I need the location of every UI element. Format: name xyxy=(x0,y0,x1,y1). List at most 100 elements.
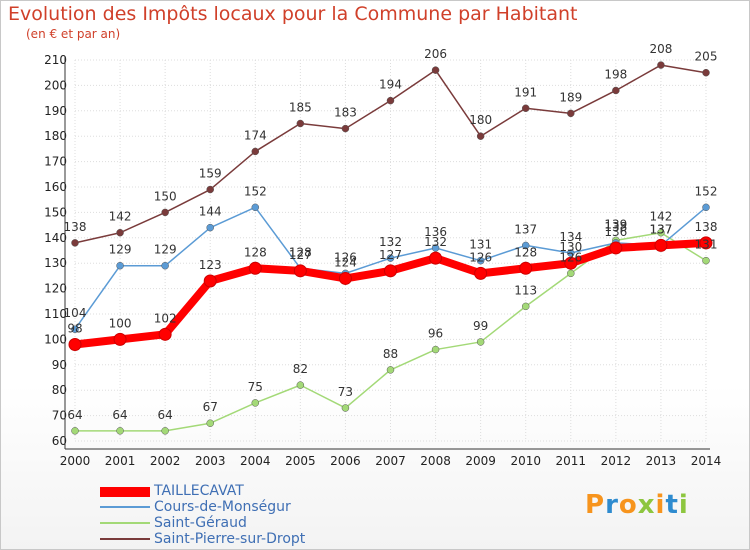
x-tick-label: 2011 xyxy=(556,454,587,468)
logo-letter: r xyxy=(605,490,619,520)
chart-subtitle: (en € et par an) xyxy=(26,27,121,41)
x-tick-label: 2001 xyxy=(105,454,136,468)
legend-swatch xyxy=(100,538,150,540)
data-label: 144 xyxy=(199,205,222,219)
data-point xyxy=(161,427,169,435)
logo-letter: i xyxy=(678,490,689,520)
data-point xyxy=(386,366,395,374)
x-tick-label: 2014 xyxy=(691,454,722,468)
data-label: 138 xyxy=(604,220,627,234)
data-label: 194 xyxy=(379,78,402,92)
y-tick-label: 80 xyxy=(52,383,67,397)
data-label: 131 xyxy=(469,238,492,252)
data-point xyxy=(702,256,710,265)
data-label: 205 xyxy=(695,50,718,64)
x-tick-label: 2012 xyxy=(601,454,632,468)
data-label: 183 xyxy=(334,106,357,120)
y-tick-label: 100 xyxy=(44,332,67,346)
data-point xyxy=(567,269,575,278)
y-tick-label: 110 xyxy=(44,307,67,321)
data-point xyxy=(251,399,260,407)
data-point xyxy=(567,249,575,257)
data-point xyxy=(521,302,530,311)
data-point xyxy=(68,337,82,351)
data-label: 104 xyxy=(64,306,87,320)
x-tick-label: 2002 xyxy=(150,454,181,468)
data-label: 152 xyxy=(695,184,718,198)
data-point xyxy=(476,338,485,346)
data-label: 129 xyxy=(109,243,132,257)
data-label: 132 xyxy=(424,235,447,249)
y-tick-label: 210 xyxy=(44,53,67,67)
data-label: 132 xyxy=(379,235,402,249)
data-point xyxy=(431,345,440,354)
data-label: 198 xyxy=(604,67,627,81)
axes: 60 70 80 90 100 110 120 130 140 150 160 170 180 190 20… xyxy=(44,53,721,468)
y-tick-label: 150 xyxy=(44,205,67,219)
data-label: 98 xyxy=(67,321,82,335)
x-tick-label: 2008 xyxy=(420,454,451,468)
x-tick-label: 2005 xyxy=(285,454,316,468)
data-point xyxy=(609,241,623,255)
data-label: 136 xyxy=(424,225,447,239)
legend-swatch xyxy=(100,487,150,497)
data-label: 124 xyxy=(334,255,357,269)
data-point xyxy=(519,261,533,275)
data-point xyxy=(567,109,575,118)
data-label: 100 xyxy=(109,316,132,330)
data-label: 131 xyxy=(695,238,718,252)
y-tick-label: 130 xyxy=(44,256,67,270)
y-tick-label: 70 xyxy=(52,409,67,423)
data-point xyxy=(161,261,169,270)
x-tick-label: 2013 xyxy=(646,454,677,468)
legend-swatch xyxy=(100,522,150,524)
data-label: 127 xyxy=(289,248,312,262)
data-label: 138 xyxy=(695,220,718,234)
data-point xyxy=(203,274,217,288)
data-label: 127 xyxy=(379,248,402,262)
data-label: 64 xyxy=(112,408,127,422)
data-point xyxy=(206,419,214,427)
data-label: 64 xyxy=(158,408,173,422)
data-label: 174 xyxy=(244,128,267,142)
data-point xyxy=(521,241,530,250)
data-label: 185 xyxy=(289,101,312,115)
data-point xyxy=(116,261,124,270)
data-label: 130 xyxy=(559,240,582,254)
x-tick-label: 2006 xyxy=(330,454,361,468)
data-point xyxy=(293,264,307,278)
data-point xyxy=(654,238,668,252)
data-point xyxy=(116,427,124,435)
data-point xyxy=(251,147,260,156)
y-tick-label: 120 xyxy=(44,282,67,296)
data-point xyxy=(429,251,443,265)
data-label: 139 xyxy=(604,217,627,231)
logo-letter: P xyxy=(585,490,606,520)
data-label: 128 xyxy=(244,245,267,259)
y-tick-label: 140 xyxy=(44,231,67,245)
data-label: 208 xyxy=(649,42,672,56)
data-point xyxy=(657,61,665,69)
data-point xyxy=(251,203,260,212)
y-tick-label: 160 xyxy=(44,180,67,194)
x-tick-label: 2003 xyxy=(195,454,226,468)
data-point xyxy=(341,124,350,133)
x-tick-label: 2004 xyxy=(240,454,271,468)
data-label: 126 xyxy=(559,250,582,264)
proxiti-logo: Proxiti xyxy=(585,490,689,520)
data-point xyxy=(384,264,397,278)
data-point xyxy=(702,68,710,77)
data-label: 191 xyxy=(514,85,537,99)
data-point xyxy=(296,119,305,128)
data-label: 75 xyxy=(248,380,263,394)
data-point xyxy=(612,86,620,95)
legend-label: Cours-de-Monségur xyxy=(154,499,291,515)
data-point xyxy=(431,66,440,74)
data-point xyxy=(386,254,395,262)
data-label: 88 xyxy=(383,347,398,361)
data-labels: 138 142 150 159 174 185 183 194 206 180 191 189 198 2… xyxy=(64,42,718,422)
data-point xyxy=(521,104,530,113)
data-label: 64 xyxy=(67,408,82,422)
chart-title: Evolution des Impôts locaux pour la Comm… xyxy=(8,3,578,25)
